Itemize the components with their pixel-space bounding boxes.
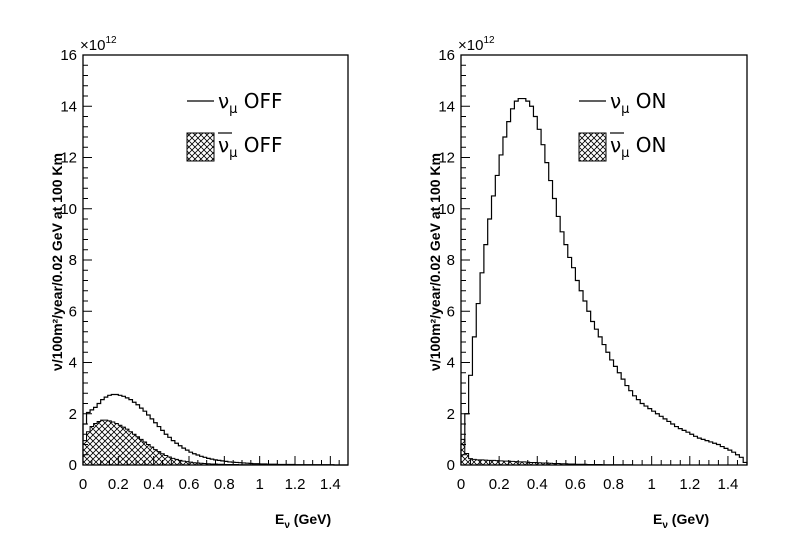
right-plot-area (460, 54, 748, 466)
right-y-tick-label: 14 (438, 98, 455, 115)
right-x-ticks: 0 0.2 0.4 0.6 0.8 1 1.2 1.4 (457, 456, 748, 493)
right-x-tick-label: 0.4 (527, 476, 548, 493)
right-y-tick-label: 12 (438, 150, 455, 167)
left-y-tick-label: 6 (69, 303, 77, 320)
left-legend: νμ OFF νμ OFF (186, 89, 283, 162)
right-legend-entry-hatched: νμ ON (578, 132, 667, 162)
right-x-tick-label: 0.8 (603, 476, 624, 493)
left-x-tick-label: 0.4 (143, 476, 164, 493)
right-x-tick-label: 1 (647, 476, 655, 493)
left-x-tick-label: 1.4 (320, 476, 341, 493)
right-legend-hatch-label: νμ ON (610, 133, 667, 161)
right-x-tick-label: 0 (457, 476, 465, 493)
left-x-tick-label: 1 (255, 476, 263, 493)
right-legend-line-label: νμ ON (610, 89, 667, 117)
left-exponent-label: ×1012 (80, 35, 117, 54)
left-series-1-hatched-histogram (82, 419, 348, 466)
left-x-tick-label: 0.2 (108, 476, 129, 493)
right-plot-frame (460, 54, 748, 466)
left-x-ticks: 0 0.2 0.4 0.6 0.8 1 1.2 1.4 (79, 456, 349, 493)
right-legend-entry-line: νμ ON (579, 89, 667, 117)
left-legend-entry-hatched: νμ OFF (186, 132, 283, 162)
left-y-axis-label: ν/100m²/year/0.02 GeV at 100 Km (49, 153, 65, 371)
right-y-tick-label: 8 (447, 252, 455, 269)
right-x-axis-label: Eν (GeV) (653, 511, 709, 531)
left-plot-frame (82, 54, 349, 466)
right-series-0-line-histogram (460, 97, 748, 465)
left-y-tick-label: 8 (69, 252, 77, 269)
left-x-tick-label: 1.2 (285, 476, 306, 493)
right-x-tick-label: 0.6 (565, 476, 586, 493)
left-y-tick-label: 16 (60, 47, 77, 64)
left-x-tick-label: 0.8 (214, 476, 235, 493)
right-y-tick-label: 16 (438, 47, 455, 64)
right-x-tick-label: 0.2 (489, 476, 510, 493)
right-y-tick-label: 6 (447, 303, 455, 320)
right-x-tick-label: 1.4 (718, 476, 739, 493)
right-y-tick-label: 4 (447, 355, 455, 372)
right-y-tick-label: 0 (447, 457, 455, 474)
right-y-tick-label: 2 (447, 406, 455, 423)
right-x-tick-label: 1.2 (679, 476, 700, 493)
left-y-tick-label: 10 (60, 201, 77, 218)
left-y-ticks: 0 2 4 6 8 10 12 14 16 (60, 47, 92, 474)
left-legend-hatch-label: νμ OFF (218, 133, 283, 161)
left-legend-entry-line: νμ OFF (187, 89, 283, 117)
left-y-tick-label: 0 (69, 457, 77, 474)
right-exponent-label: ×1012 (458, 35, 495, 54)
left-x-tick-label: 0 (79, 476, 87, 493)
left-legend-hatch-swatch (186, 132, 215, 162)
left-x-tick-label: 0.6 (179, 476, 200, 493)
right-y-axis-label: ν/100m²/year/0.02 GeV at 100 Km (427, 153, 443, 371)
right-legend: νμ ON νμ ON (578, 89, 667, 162)
panel-right: ×1012 0 2 4 6 8 10 12 14 16 0 0.2 0.4 0.6 0.8 1 1.2 1.4… (427, 35, 748, 531)
left-y-tick-label: 14 (60, 98, 77, 115)
left-x-axis-label: Eν (GeV) (275, 511, 331, 531)
panel-left: ×1012 0 2 4 6 8 10 12 14 16 0 0.2 0.4 0.6 0.8 1 1.2 1.4… (49, 35, 349, 531)
right-legend-hatch-swatch (578, 132, 607, 162)
left-y-tick-label: 4 (69, 355, 77, 372)
left-plot-area (82, 54, 349, 466)
left-y-tick-label: 12 (60, 150, 77, 167)
left-legend-line-label: νμ OFF (218, 89, 283, 117)
right-y-ticks: 0 2 4 6 8 10 12 14 16 (438, 47, 470, 474)
right-y-tick-label: 10 (438, 201, 455, 218)
left-y-tick-label: 2 (69, 406, 77, 423)
